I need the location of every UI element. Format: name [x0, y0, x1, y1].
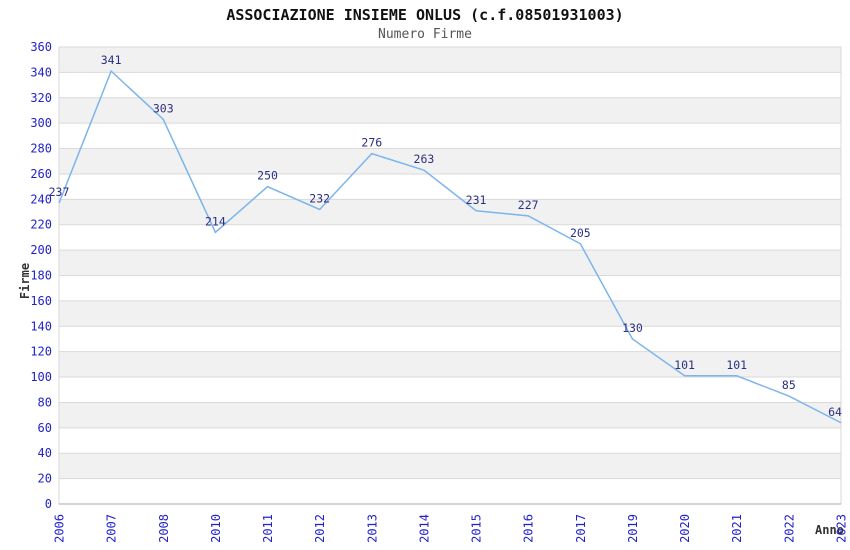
x-tick-label: 2019	[626, 514, 640, 543]
data-label: 250	[257, 169, 278, 183]
y-tick-label: 200	[30, 243, 52, 257]
grid-band	[59, 351, 841, 378]
grid-band	[59, 97, 841, 124]
x-tick-label: 2022	[782, 514, 796, 543]
y-tick-label: 100	[30, 370, 52, 384]
data-label: 214	[205, 214, 226, 228]
grid-band	[59, 199, 841, 225]
x-tick-label: 2023	[835, 514, 849, 543]
y-tick-label: 60	[38, 421, 52, 435]
y-tick-label: 300	[30, 116, 52, 130]
grid-band	[59, 250, 841, 276]
y-tick-label: 140	[30, 319, 52, 333]
data-label: 237	[49, 185, 70, 199]
grid-band	[59, 148, 841, 174]
data-label: 101	[674, 358, 695, 372]
grid-band	[59, 402, 841, 428]
y-tick-label: 220	[30, 218, 52, 232]
data-label: 64	[828, 405, 842, 419]
x-tick-label: 2021	[730, 514, 744, 543]
x-tick-label: 2011	[261, 514, 275, 543]
data-label: 85	[782, 378, 796, 392]
data-label: 130	[622, 321, 643, 335]
grid-band	[59, 453, 841, 479]
data-label: 276	[361, 136, 382, 150]
y-tick-label: 160	[30, 294, 52, 308]
grid-band	[59, 47, 841, 73]
chart-subtitle: Numero Firme	[378, 27, 472, 42]
y-tick-label: 280	[30, 142, 52, 156]
grid-band	[59, 300, 841, 327]
y-tick-label: 20	[38, 472, 52, 486]
y-tick-label: 360	[30, 40, 52, 54]
data-label: 303	[153, 101, 174, 115]
y-tick-label: 0	[45, 497, 52, 511]
data-label: 341	[101, 53, 122, 67]
x-tick-label: 2015	[470, 514, 484, 543]
x-tick-label: 2012	[313, 514, 327, 543]
chart-title: ASSOCIAZIONE INSIEME ONLUS (c.f.08501931…	[226, 6, 624, 24]
y-tick-label: 340	[30, 65, 52, 79]
x-axis-title: Anno	[815, 523, 844, 537]
data-label: 101	[726, 358, 747, 372]
x-tick-label: 2013	[365, 514, 379, 543]
y-tick-label: 40	[38, 446, 52, 460]
x-tick-label: 2007	[105, 514, 119, 543]
x-tick-label: 2008	[157, 514, 171, 543]
y-tick-label: 260	[30, 167, 52, 181]
data-label: 205	[570, 226, 591, 240]
y-tick-label: 320	[30, 91, 52, 105]
x-tick-label: 2017	[574, 514, 588, 543]
x-tick-label: 2014	[417, 514, 431, 543]
data-label: 232	[309, 191, 330, 205]
y-tick-label: 120	[30, 345, 52, 359]
x-tick-label: 2020	[678, 514, 692, 543]
series-line-numero-firme	[58, 69, 842, 424]
data-label: 231	[466, 193, 487, 207]
y-tick-label: 240	[30, 192, 52, 206]
data-label: 227	[518, 198, 539, 212]
y-tick-label: 180	[30, 269, 52, 283]
y-tick-label: 80	[38, 395, 52, 409]
x-tick-label: 2006	[53, 514, 67, 543]
x-tick-label: 2010	[209, 514, 223, 543]
data-label: 263	[414, 152, 435, 166]
x-tick-label: 2016	[522, 514, 536, 543]
